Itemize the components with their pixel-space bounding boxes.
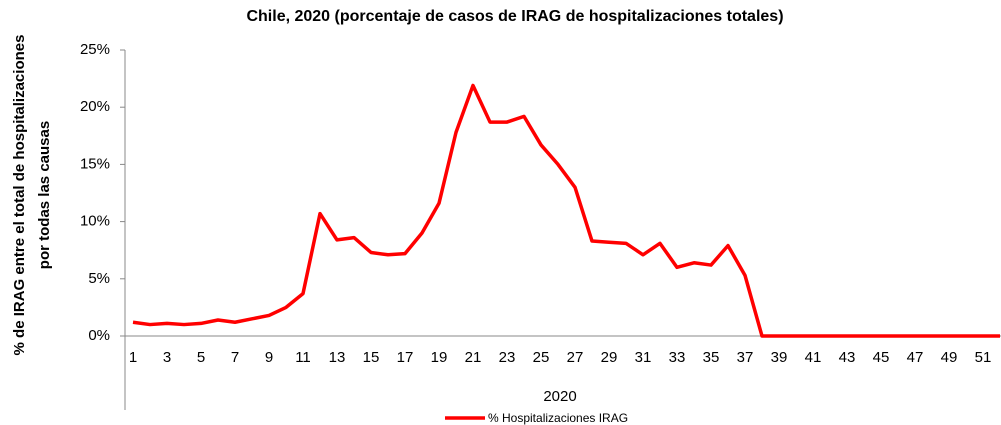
x-tick-label: 7 [231, 349, 239, 366]
x-tick-label: 45 [873, 349, 890, 366]
x-tick-label: 9 [265, 349, 273, 366]
x-tick-label: 21 [465, 349, 482, 366]
legend-label: % Hospitalizaciones IRAG [488, 411, 628, 425]
y-axis-label: por todas las causas [36, 121, 53, 269]
x-tick-label: 47 [907, 349, 924, 366]
data-line [132, 83, 1000, 338]
y-tick-label: 0% [88, 327, 110, 344]
x-tick-label: 17 [397, 349, 414, 366]
x-tick-label: 33 [669, 349, 686, 366]
x-tick-label: 39 [771, 349, 788, 366]
y-tick-label: 20% [80, 98, 110, 115]
x-tick-label: 1 [129, 349, 137, 366]
x-tick-label: 51 [975, 349, 992, 366]
y-axis-label: % de IRAG entre el total de hospitalizac… [11, 35, 28, 356]
x-tick-label: 23 [499, 349, 516, 366]
x-tick-label: 25 [533, 349, 550, 366]
chart-title: Chile, 2020 (porcentaje de casos de IRAG… [246, 8, 783, 25]
x-tick-label: 27 [567, 349, 584, 366]
y-tick-label: 25% [80, 41, 110, 58]
x-tick-label: 37 [737, 349, 754, 366]
y-tick-label: 5% [88, 270, 110, 287]
x-tick-label: 35 [703, 349, 720, 366]
x-tick-label: 31 [635, 349, 652, 366]
x-tick-label: 15 [363, 349, 380, 366]
y-tick-label: 15% [80, 155, 110, 172]
x-tick-label: 49 [941, 349, 958, 366]
x-tick-label: 29 [601, 349, 618, 366]
x-axis-label: 2020 [543, 388, 576, 405]
x-tick-label: 13 [329, 349, 346, 366]
x-tick-label: 5 [197, 349, 205, 366]
x-tick-label: 19 [431, 349, 448, 366]
x-tick-label: 43 [839, 349, 856, 366]
x-tick-label: 3 [163, 349, 171, 366]
x-tick-label: 11 [295, 349, 311, 366]
x-tick-label: 41 [805, 349, 822, 366]
y-tick-label: 10% [80, 213, 110, 230]
